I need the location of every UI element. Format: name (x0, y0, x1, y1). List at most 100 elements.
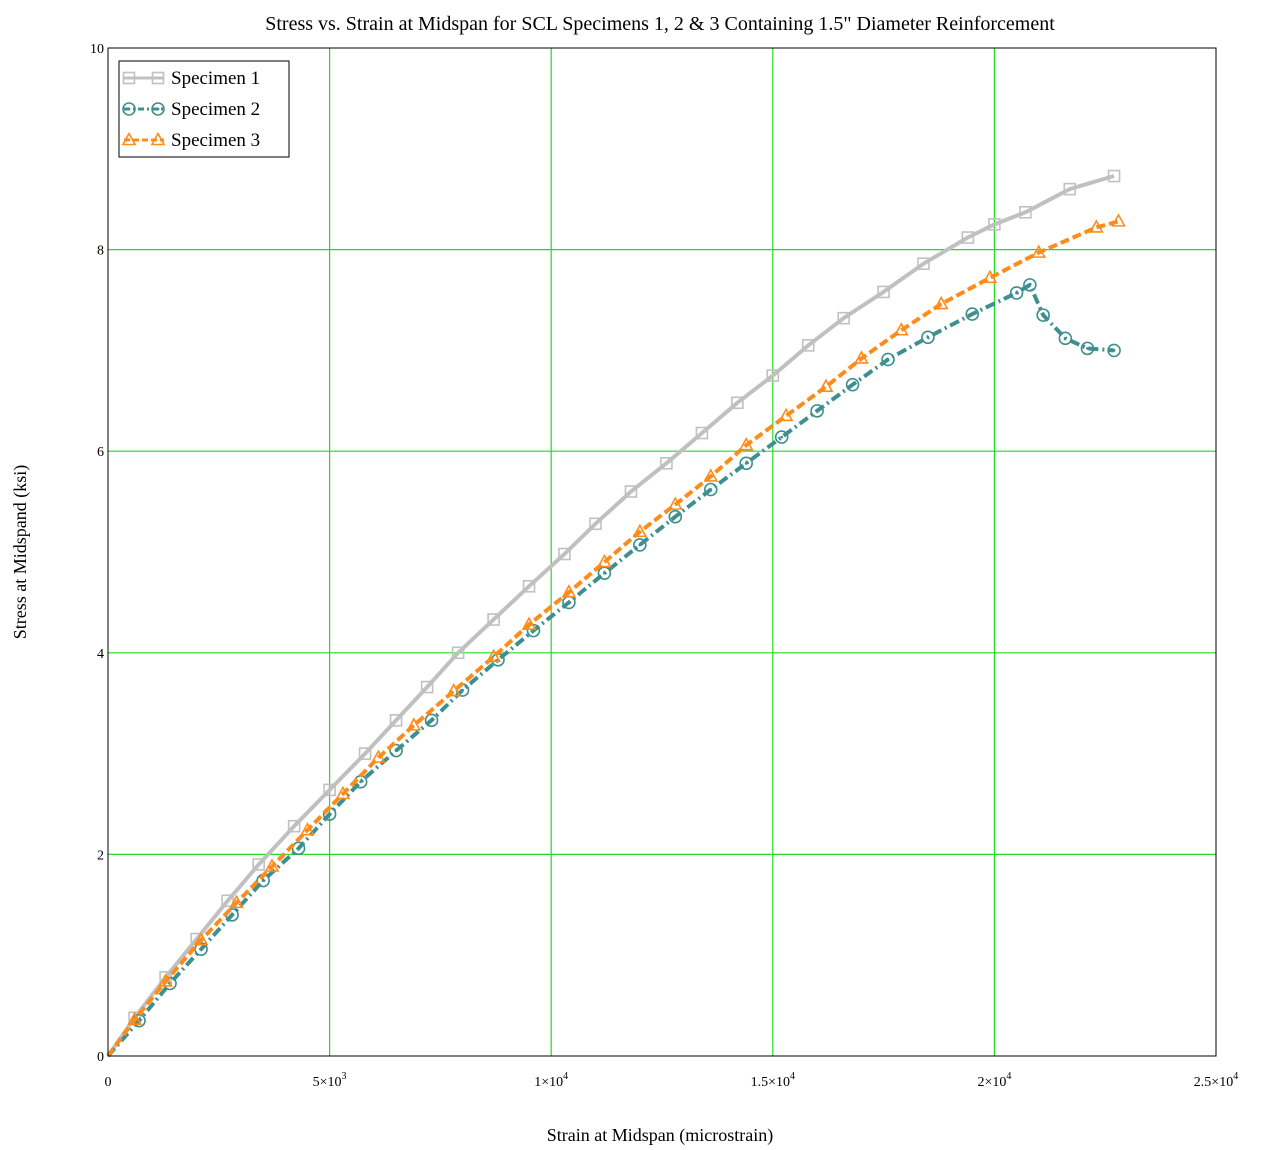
legend: Specimen 1 Specimen 2 Specimen 3 (118, 60, 290, 158)
series-1-point (252, 858, 265, 871)
chart-title: Stress vs. Strain at Midspan for SCL Spe… (265, 13, 1055, 35)
series-3-point (818, 378, 834, 392)
series-2-point (424, 713, 439, 728)
series-2-point-center (673, 515, 677, 519)
series-1-point (358, 747, 372, 760)
series-1-point (988, 218, 1001, 231)
legend-marker (121, 131, 137, 146)
y-tick-label: 8 (97, 244, 104, 259)
series-1-point (695, 426, 709, 440)
series-3-point (264, 858, 280, 872)
x-axis-ticks: 0 5×103 1×104 1.5×104 2×104 2.5×104 (105, 1071, 1239, 1090)
series-1-point (801, 339, 815, 352)
series-3-point (632, 523, 648, 538)
series-3-point (371, 749, 386, 763)
y-tick-label: 10 (90, 42, 104, 57)
series-3-point (778, 407, 794, 422)
series-3-point (193, 931, 209, 946)
x-axis-label: Strain at Midspan (microstrain) (547, 1125, 773, 1146)
x-tick-label: 2.5×104 (1194, 1071, 1238, 1090)
series-2-point (668, 509, 683, 524)
series-2-point-center (886, 358, 890, 361)
series-2-point (1107, 343, 1121, 358)
series-2-point (774, 430, 789, 444)
series-1-point (731, 396, 744, 410)
series-3-point (1031, 244, 1047, 258)
legend-marker (151, 71, 165, 85)
y-tick-label: 0 (97, 1050, 104, 1065)
series-2-point-center (638, 543, 642, 547)
y-tick-label: 2 (97, 848, 104, 863)
x-tick-label: 5×103 (313, 1071, 347, 1090)
series-2-point-center (815, 409, 819, 413)
y-tick-label: 6 (97, 445, 104, 460)
series-3-point (158, 973, 173, 987)
series-2-point (845, 377, 860, 392)
series-3-point (521, 616, 537, 630)
series-2-point (703, 482, 718, 497)
x-tick-label: 1×104 (534, 1071, 568, 1090)
series-3-point (300, 822, 315, 836)
series-1-point (287, 819, 301, 833)
series-2-point-center (780, 435, 784, 439)
series-2 (106, 278, 1121, 1058)
series-2-point (1023, 278, 1037, 292)
series-2-point (1058, 331, 1073, 346)
series-2-point-center (199, 947, 203, 951)
series-1-point (877, 285, 890, 299)
series-2-point (739, 456, 754, 471)
series-1-point (961, 231, 975, 244)
plot-frame (107, 47, 1217, 1057)
series-1-point (837, 311, 851, 325)
series-3-point (229, 894, 244, 909)
series-3-point (893, 322, 909, 336)
series-1-point (624, 485, 638, 498)
legend-marker-center (156, 107, 160, 111)
series-2-point (810, 404, 824, 418)
series-2-point-center (430, 718, 433, 722)
series-3-point (1111, 213, 1126, 227)
series-3-point (561, 584, 577, 598)
legend-label: Specimen 3 (171, 130, 260, 151)
series-3-point (982, 269, 998, 284)
series-2-point-center (1063, 336, 1067, 340)
series-1-point (589, 517, 602, 531)
legend-marker (122, 102, 136, 116)
series-3-point (738, 436, 754, 451)
series-2-point-center (567, 601, 571, 604)
x-tick-label: 1.5×104 (751, 1071, 795, 1090)
series-2-point-center (394, 749, 398, 752)
series-3-point (446, 682, 462, 697)
series-1-point (917, 257, 930, 271)
series-2-point-center (328, 812, 331, 816)
series-2-point-center (926, 335, 930, 339)
series-3-point (597, 553, 612, 568)
series-layer (106, 169, 1126, 1058)
y-axis-label: Stress at Midspand (ksi) (10, 465, 31, 640)
series-1-point (323, 783, 336, 797)
series-2-point-center (230, 913, 234, 917)
series-1-point (522, 579, 536, 593)
series-2-point-center (1015, 291, 1018, 295)
series-2-point (1009, 286, 1024, 300)
series-2-point-center (1041, 313, 1045, 317)
series-1-point (1063, 182, 1077, 196)
series-2-point-center (461, 688, 464, 692)
y-axis-ticks: 0 2 4 6 8 10 (90, 42, 104, 1065)
series-2-point (291, 841, 306, 856)
x-tick-label: 0 (105, 1075, 112, 1090)
series-3-point (335, 785, 351, 800)
x-tick-label: 2×104 (977, 1071, 1011, 1090)
series-1-point (389, 714, 403, 727)
legend-marker (151, 102, 165, 116)
series-3 (106, 213, 1126, 1058)
legend-marker (150, 131, 166, 146)
series-1-point (487, 613, 500, 626)
series-1-point (766, 369, 780, 382)
series-1 (106, 169, 1121, 1058)
series-1-point (221, 894, 234, 908)
series-2-point-center (851, 383, 854, 387)
series-2-point-center (602, 571, 606, 575)
series-1-point (1107, 169, 1121, 183)
series-2-point-center (532, 629, 535, 633)
